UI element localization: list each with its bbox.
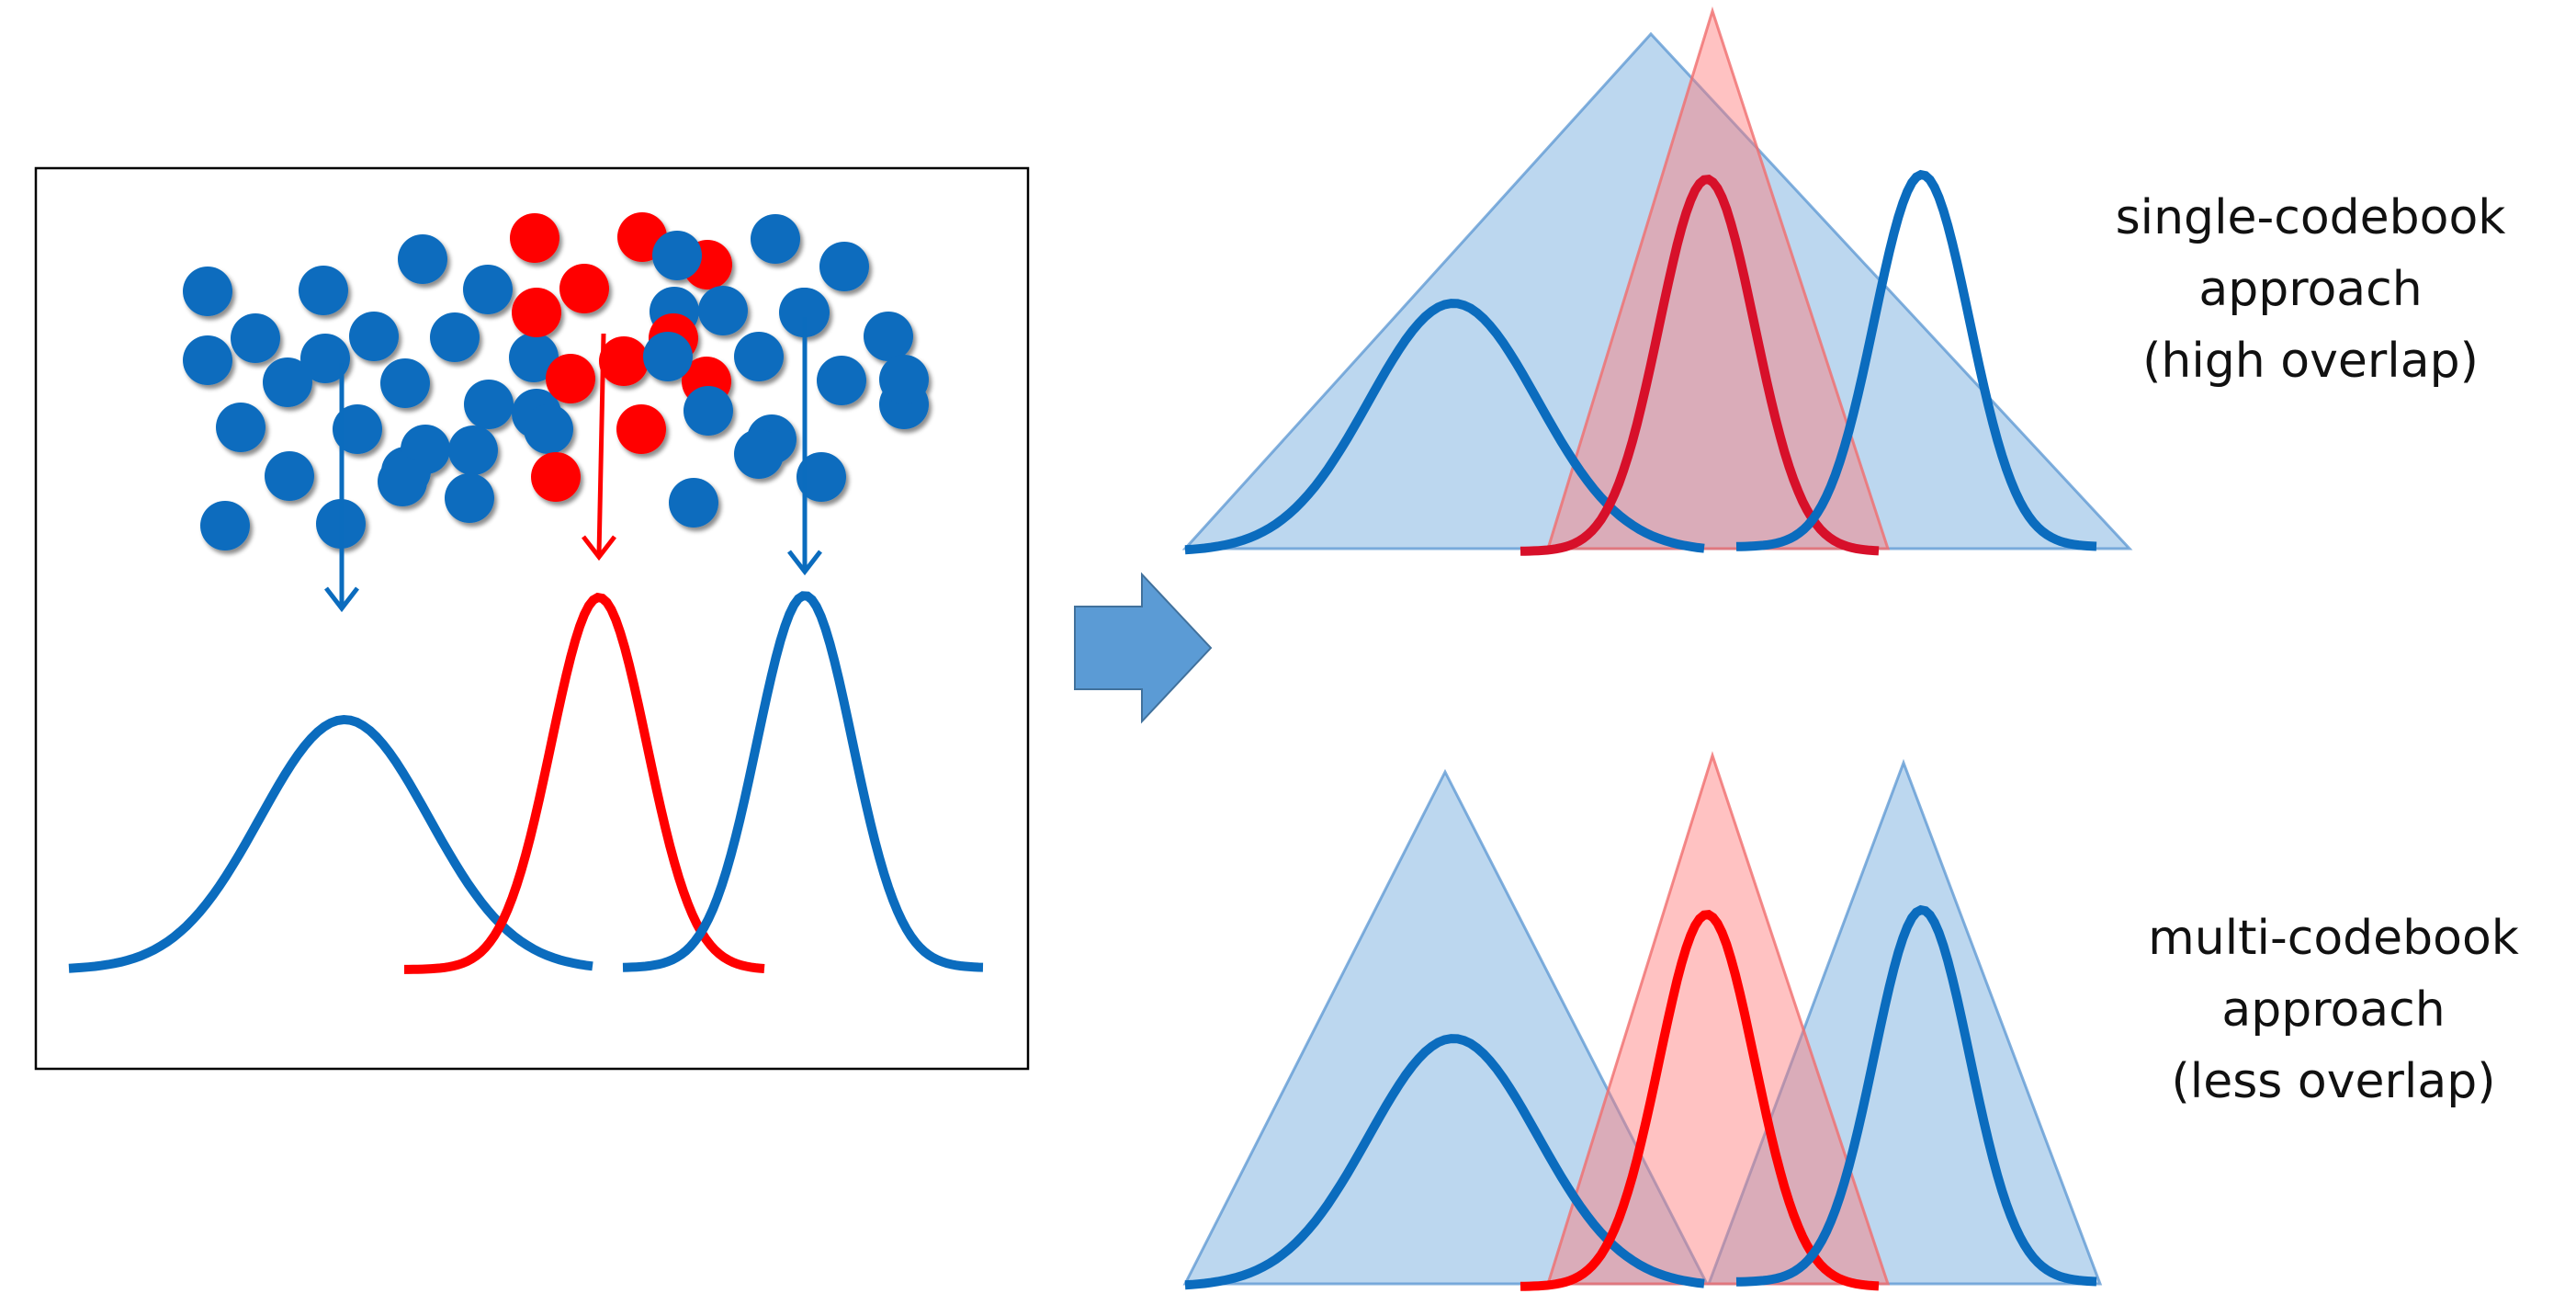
projection-arrows: [324, 317, 822, 613]
caption-line: (less overlap): [2171, 1054, 2496, 1109]
projection-arrow-left: [324, 363, 359, 613]
multi-blue-triangle-left: [1182, 768, 1710, 1286]
blue-dot: [265, 451, 314, 501]
blue-dot: [864, 312, 913, 361]
blue-dot: [684, 386, 733, 436]
blue-dot: [445, 473, 494, 523]
blue-dot: [183, 335, 232, 385]
single-codebook-diagram: [1181, 6, 2133, 556]
blue-dot: [817, 356, 866, 405]
blue-dot: [734, 332, 784, 381]
red-dot: [559, 264, 609, 313]
multi-codebook-diagram: [1182, 751, 2103, 1291]
red-dot: [599, 336, 649, 386]
red-dot: [531, 452, 581, 502]
blue-dot: [797, 452, 846, 502]
blue-dot: [183, 267, 232, 316]
red-dot: [616, 404, 666, 454]
blue-dot: [734, 429, 784, 479]
single-curve-blue-narrow: [1735, 169, 2097, 551]
blue-dot: [380, 358, 430, 408]
feature-dots: [183, 212, 929, 550]
caption-line: (high overlap): [2142, 334, 2479, 389]
caption-line: approach: [2221, 982, 2446, 1038]
blue-dot: [448, 426, 498, 475]
blue-dot: [464, 380, 514, 429]
curve-blue-narrow: [622, 591, 984, 972]
blue-dot: [819, 242, 869, 291]
blue-dot: [333, 404, 382, 454]
blue-dot: [463, 265, 513, 314]
curve-red: [404, 592, 765, 974]
projection-arrow-right: [787, 317, 822, 576]
curve-blue-wide: [68, 714, 593, 973]
caption-line: approach: [2198, 262, 2423, 317]
single-red-triangle: [1545, 6, 1891, 550]
transition-arrow: [1074, 572, 1213, 724]
blue-dot: [263, 357, 312, 407]
blue-dot: [349, 312, 399, 361]
red-dot: [510, 213, 559, 263]
multi-red-triangle: [1545, 751, 1891, 1286]
source-panel: [34, 166, 1030, 1071]
panel-curves: [68, 591, 984, 974]
multi-curve-red: [1520, 910, 1880, 1291]
blue-dot: [231, 313, 280, 363]
blue-dot: [299, 266, 348, 315]
single-curve-red: [1520, 175, 1880, 556]
blue-dot: [200, 501, 250, 550]
single-codebook-caption: single-codebook approach (high overlap): [2053, 182, 2568, 397]
projection-arrow-middle: [582, 333, 616, 562]
blue-dot: [669, 478, 718, 528]
blue-dot: [524, 404, 573, 454]
blue-dot: [378, 457, 427, 506]
multi-blue-triangle-right: [1706, 758, 2103, 1286]
blue-dot: [643, 332, 693, 381]
blue-dot: [509, 333, 559, 382]
red-dot: [512, 288, 561, 337]
blue-dot: [216, 403, 266, 452]
blue-dot: [751, 214, 800, 264]
blue-dot: [652, 231, 702, 280]
multi-curve-blue-narrow: [1735, 904, 2097, 1287]
blue-dot: [398, 234, 447, 284]
caption-line: single-codebook: [2115, 190, 2506, 245]
blue-dot: [879, 355, 929, 404]
blue-dot: [430, 312, 480, 362]
single-curve-blue-wide: [1184, 299, 1705, 555]
caption-line: multi-codebook: [2148, 911, 2519, 966]
multi-curve-blue-wide: [1184, 1034, 1705, 1290]
blue-dot: [698, 286, 748, 335]
blue-dot: [300, 334, 350, 383]
multi-codebook-caption: multi-codebook approach (less overlap): [2095, 902, 2572, 1118]
red-dot: [546, 354, 595, 403]
blue-dot: [779, 288, 829, 337]
